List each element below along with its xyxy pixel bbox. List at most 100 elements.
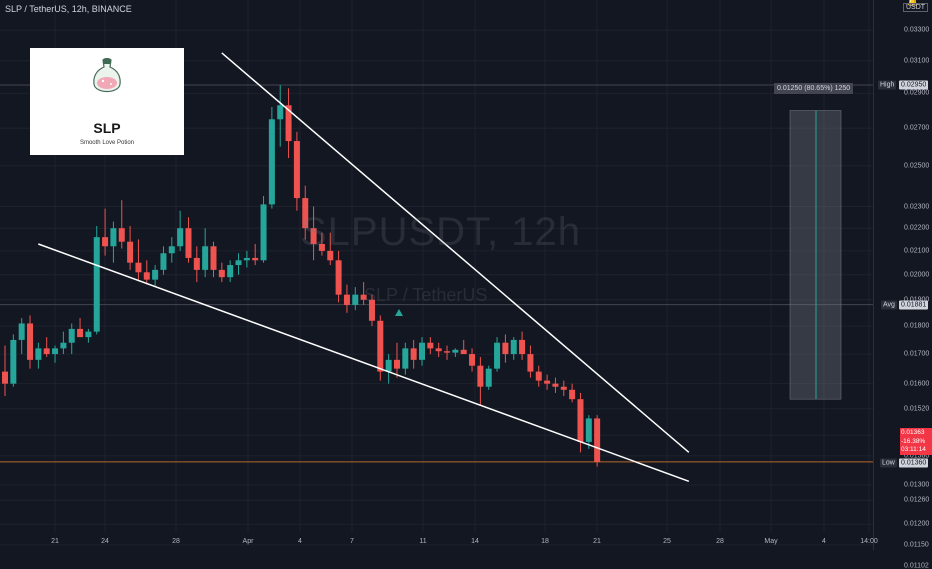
candle-body (227, 265, 234, 278)
candle-body (135, 262, 142, 273)
candle-body (193, 257, 200, 270)
price-tick-label: 0.02500 (904, 162, 930, 170)
candle-body (60, 342, 67, 349)
candle-body (494, 342, 501, 369)
candle-body (469, 354, 476, 366)
price-tick-label: 0.03100 (904, 57, 930, 65)
candle-body (168, 246, 175, 254)
price-tick-label: 0.02900 (904, 89, 930, 97)
measure-label: 0.01250 (80.65%) 1250 (774, 83, 854, 94)
time-tick-label: 14 (471, 538, 479, 545)
candle-body (560, 386, 567, 390)
candle-body (419, 342, 425, 360)
time-tick-label: Apr (242, 538, 254, 545)
candle-body (235, 260, 242, 266)
candle-body (485, 368, 492, 387)
price-tick-label: 0.01102 (904, 562, 929, 569)
price-tick-label: 0.01800 (904, 322, 930, 330)
price-tick-label: 0.02700 (904, 124, 930, 132)
candle-body (160, 253, 167, 270)
candle-body (185, 228, 192, 258)
logo-subtitle: Smooth Love Potion (79, 140, 135, 146)
watermark-symbol: SLPUSDT, 12h (300, 210, 582, 254)
price-tick-label: 0.01700 (904, 350, 930, 358)
candle-body (519, 339, 526, 355)
candle-body (510, 339, 517, 355)
candle-body (402, 348, 409, 369)
candle-body (502, 342, 509, 355)
low-value: 0.01360 (899, 458, 929, 468)
upper-trendline[interactable] (221, 52, 690, 453)
time-tick-label: 11 (419, 538, 427, 545)
candle-body (110, 228, 117, 247)
candle-body (477, 365, 484, 387)
candle-body (302, 198, 309, 229)
price-chart[interactable] (0, 0, 932, 550)
high-value: 0.02950 (899, 80, 929, 90)
candle-body (260, 204, 267, 261)
price-tick-label: 0.01200 (904, 520, 930, 528)
time-tick-label: May (764, 538, 778, 545)
candle-body (427, 342, 434, 349)
time-tick-label: 25 (663, 538, 671, 545)
price-tick-label: 0.02200 (904, 224, 930, 232)
candle-body (293, 141, 300, 199)
candle-body (393, 359, 400, 369)
time-tick-label: 4 (822, 538, 826, 545)
time-tick-label: 18 (541, 538, 549, 545)
chart-header-title: SLP / TetherUS, 12h, BINANCE (5, 4, 132, 14)
price-tick-label: 0.01900 (904, 296, 929, 303)
chart-grid (0, 0, 873, 546)
candle-body (569, 389, 576, 400)
candle-body (385, 359, 392, 372)
candle-body (585, 418, 592, 442)
candle-body (460, 349, 467, 355)
time-tick-label: 14:00 (860, 538, 878, 545)
candle-body (360, 294, 367, 300)
candle-body (77, 328, 84, 338)
price-tick-label: 0.02100 (904, 247, 930, 255)
candle-body (594, 418, 601, 462)
coin-logo-card: SLP Smooth Love Potion (30, 48, 184, 155)
current-change: -16.38% (901, 437, 926, 445)
lower-trendline[interactable] (38, 243, 690, 482)
price-tick-label: 0.01520 (904, 405, 930, 413)
candle-body (352, 294, 359, 305)
candle-body (343, 294, 350, 305)
logo-title: SLP (93, 120, 121, 136)
candle-body (285, 105, 292, 142)
candle-body (35, 348, 42, 360)
candle-body (435, 348, 442, 352)
candle-body (93, 237, 100, 332)
measure-box[interactable] (789, 110, 842, 400)
candle-body (210, 246, 217, 270)
price-tick-label: 0.01600 (904, 380, 930, 388)
watermark-name: SLP / TetherUS (364, 285, 488, 305)
candle-body (277, 105, 284, 120)
price-tick-label: 0.01380 (904, 452, 930, 460)
time-tick-label: 21 (51, 538, 59, 545)
candle-body (243, 257, 250, 261)
candle-body (535, 371, 542, 381)
time-tick-label: 28 (172, 538, 180, 545)
candle-body (127, 241, 134, 263)
candle-body (268, 119, 275, 205)
candle-body (377, 320, 384, 372)
current-timer: 03:11:14 (901, 446, 926, 453)
candle-body (52, 348, 59, 355)
candle-body (177, 228, 184, 247)
candle-body (202, 246, 209, 270)
candle-body (410, 348, 417, 360)
time-tick-label: 7 (350, 538, 354, 545)
candle-body (544, 380, 551, 384)
candle-body (552, 383, 559, 387)
low-label: Low (880, 458, 897, 468)
currency-label[interactable]: USDT (903, 3, 929, 12)
time-tick-label: 28 (716, 538, 724, 545)
candle-body (68, 328, 75, 343)
candle-body (335, 260, 342, 295)
high-label: High (878, 80, 897, 90)
candle-body (527, 354, 534, 372)
price-axis[interactable] (873, 0, 932, 550)
trendlines[interactable] (38, 52, 690, 482)
